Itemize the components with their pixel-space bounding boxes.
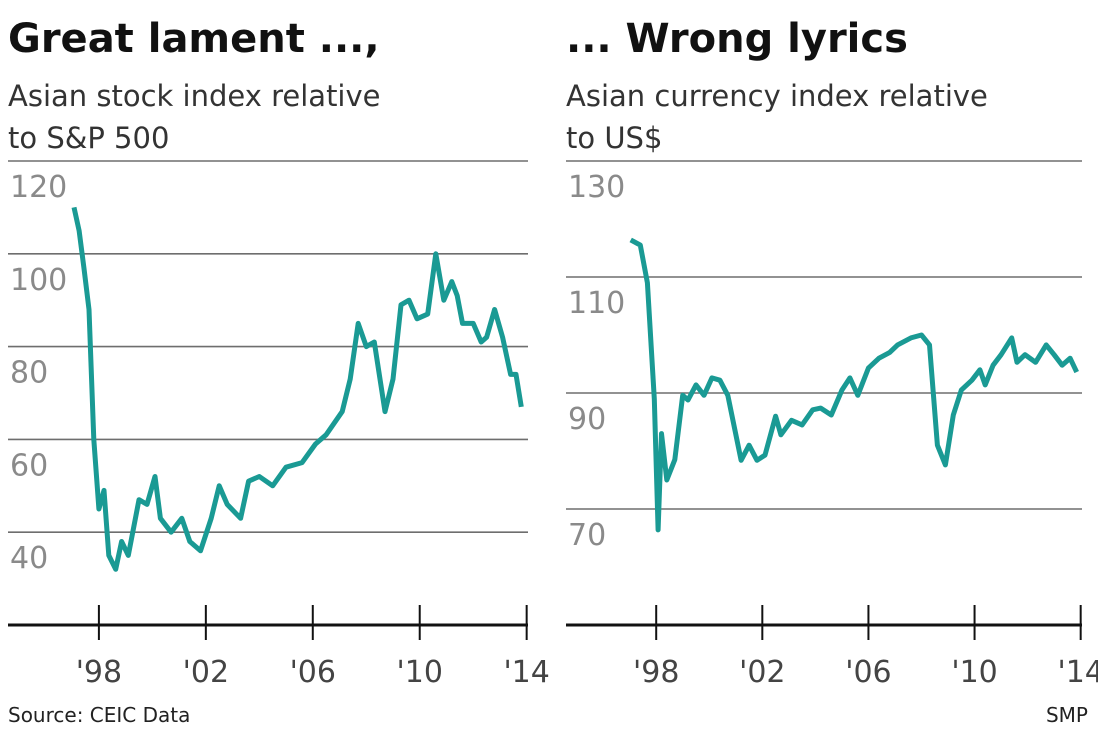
x-tick-label: '06 [290, 655, 336, 690]
x-tick-label: '14 [1057, 655, 1098, 690]
y-tick-label: 70 [568, 518, 606, 553]
y-tick-label: 100 [10, 263, 67, 298]
x-tick-label: '10 [951, 655, 997, 690]
chart-subtitle: to US$ [566, 121, 662, 155]
y-tick-label: 130 [568, 170, 625, 205]
chart-subtitle: Asian stock index relative [8, 79, 381, 113]
chart-title: ... Wrong lyrics [566, 16, 908, 62]
y-tick-label: 120 [10, 170, 67, 205]
data-line [71, 206, 524, 572]
x-tick-label: '98 [76, 655, 122, 690]
x-tick-label: '06 [845, 655, 891, 690]
y-tick-label: 40 [10, 541, 48, 576]
data-line [629, 237, 1079, 533]
y-tick-label: 60 [10, 448, 48, 483]
chart-title: Great lament ..., [8, 16, 380, 62]
chart-subtitle: to S&P 500 [8, 121, 169, 155]
x-tick-label: '98 [633, 655, 679, 690]
x-tick-label: '14 [503, 655, 549, 690]
credit: SMP [1046, 703, 1088, 727]
x-tick-label: '02 [739, 655, 785, 690]
y-tick-label: 110 [568, 286, 625, 321]
y-tick-label: 80 [10, 356, 48, 391]
x-tick-label: '10 [397, 655, 443, 690]
y-tick-label: 90 [568, 402, 606, 437]
chart-subtitle: Asian currency index relative [566, 79, 988, 113]
source: Source: CEIC Data [8, 703, 190, 727]
x-tick-label: '02 [183, 655, 229, 690]
